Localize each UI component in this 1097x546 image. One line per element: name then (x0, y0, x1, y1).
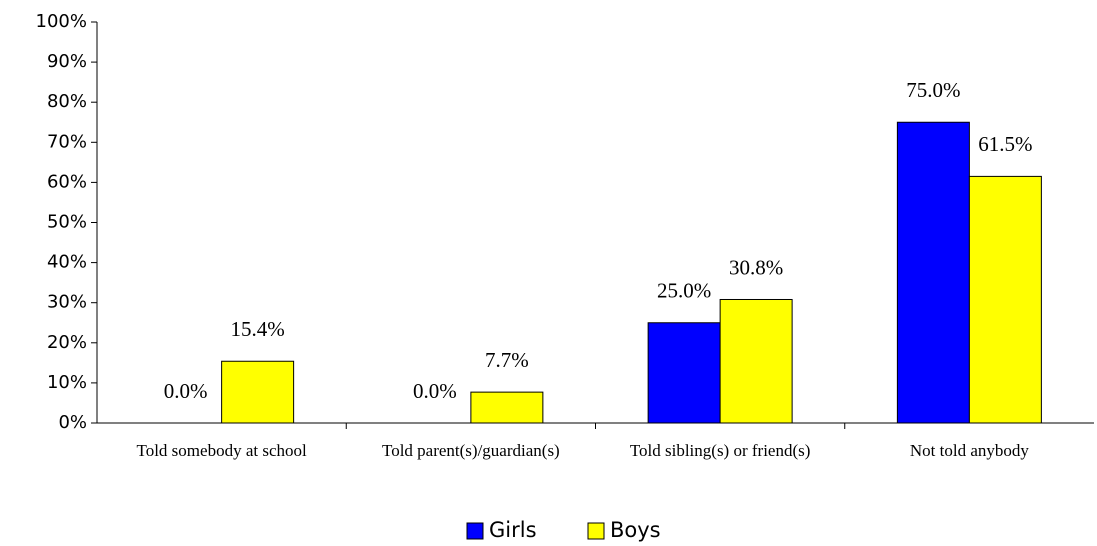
x-tick-label: Told sibling(s) or friend(s) (629, 441, 811, 460)
legend-swatch (587, 522, 605, 540)
bar (896, 121, 970, 424)
y-tick-label: 80% (47, 91, 87, 112)
y-tick-label: 90% (47, 51, 87, 72)
x-tick-label: Told parent(s)/guardian(s) (382, 441, 560, 460)
legend-swatch (466, 522, 484, 540)
bar (221, 360, 295, 424)
bar (647, 322, 721, 424)
y-tick-label: 30% (47, 292, 87, 313)
y-tick-label: 0% (58, 412, 87, 433)
value-label: 75.0% (906, 78, 960, 102)
x-tick-label: Told somebody at school (136, 441, 307, 460)
x-tick-label: Not told anybody (909, 441, 1029, 460)
bar (719, 298, 793, 424)
y-tick-label: 50% (47, 212, 87, 233)
legend-label: Boys (610, 518, 661, 542)
legend-label: Girls (489, 518, 537, 542)
bar (968, 175, 1042, 424)
y-tick-label: 60% (47, 171, 87, 192)
y-tick-label: 10% (47, 372, 87, 393)
y-tick-label: 100% (36, 11, 87, 32)
y-tick-label: 70% (47, 131, 87, 152)
value-label: 61.5% (978, 132, 1032, 156)
value-label: 25.0% (657, 279, 711, 303)
value-label: 15.4% (231, 317, 285, 341)
y-tick-label: 20% (47, 332, 87, 353)
value-label: 0.0% (413, 379, 457, 403)
y-tick-label: 40% (47, 252, 87, 273)
value-label: 30.8% (729, 255, 783, 279)
bar (470, 391, 544, 424)
value-label: 7.7% (485, 348, 529, 372)
value-label: 0.0% (164, 379, 208, 403)
